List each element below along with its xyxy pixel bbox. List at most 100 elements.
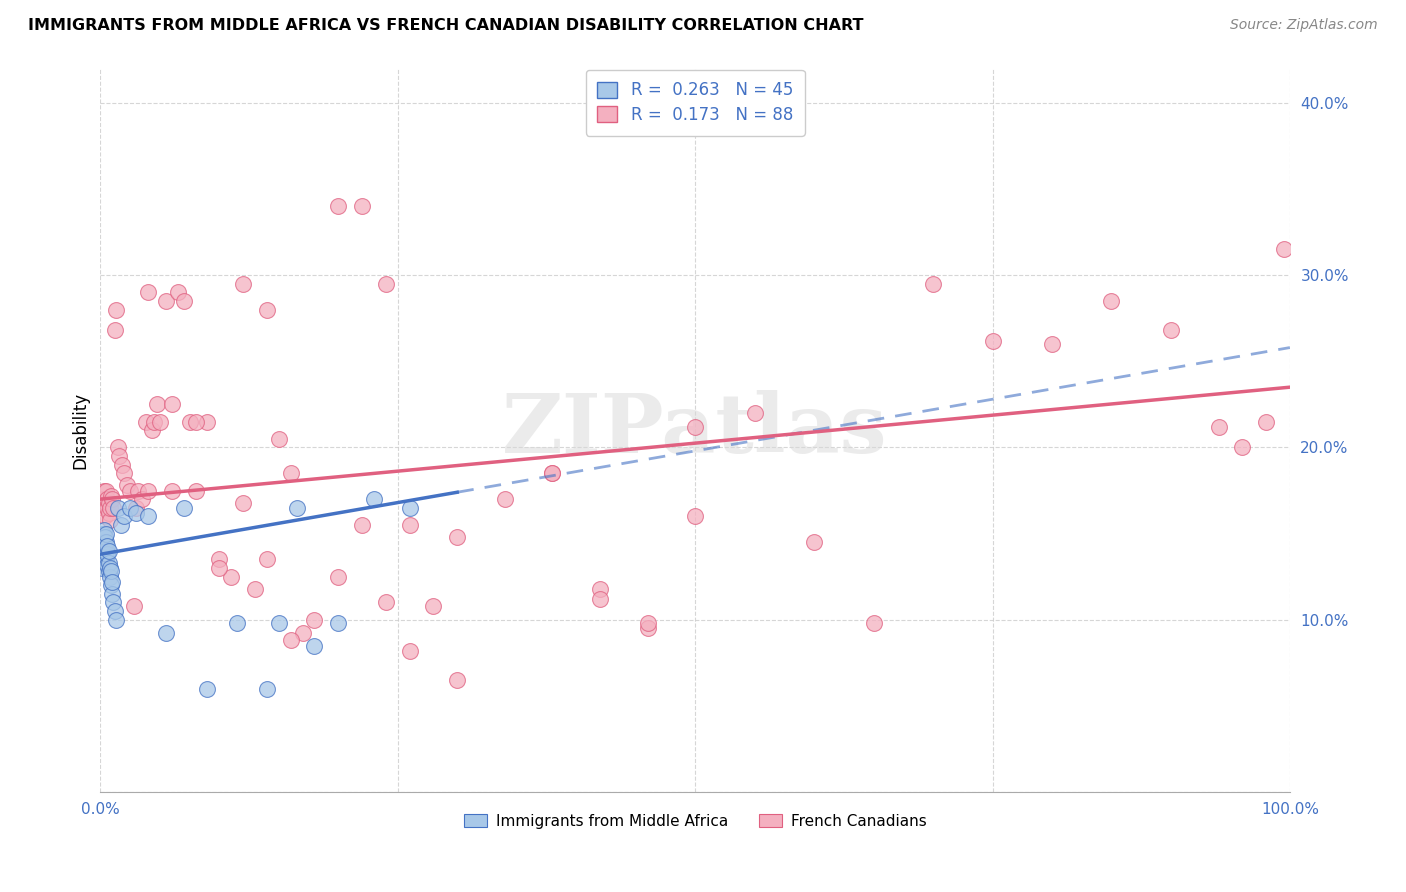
Point <box>90 561 112 575</box>
Point <box>141 423 163 437</box>
Point <box>100 578 122 592</box>
Point <box>98 500 121 515</box>
Point <box>96 535 118 549</box>
Point <box>136 285 159 300</box>
Point <box>98 569 121 583</box>
Point <box>96 483 118 498</box>
Point <box>256 302 278 317</box>
Point <box>93 500 115 515</box>
Point <box>131 492 153 507</box>
Point <box>173 294 195 309</box>
Point <box>107 441 129 455</box>
Point <box>267 616 290 631</box>
Point <box>93 483 115 498</box>
Point <box>637 621 659 635</box>
Point <box>541 467 564 481</box>
Point <box>100 565 122 579</box>
Point <box>197 681 219 696</box>
Point <box>446 530 468 544</box>
Point <box>115 478 138 492</box>
Point <box>100 489 122 503</box>
Point <box>922 277 945 291</box>
Point <box>374 595 396 609</box>
Point <box>352 199 374 213</box>
Point <box>91 492 114 507</box>
Point <box>96 495 118 509</box>
Point <box>208 552 231 566</box>
Point <box>108 449 131 463</box>
Point <box>981 334 1004 348</box>
Point <box>589 592 612 607</box>
Point <box>280 633 302 648</box>
Point <box>112 467 135 481</box>
Point <box>363 492 385 507</box>
Text: ZIPatlas: ZIPatlas <box>502 390 887 470</box>
Point <box>101 492 124 507</box>
Text: Source: ZipAtlas.com: Source: ZipAtlas.com <box>1230 18 1378 32</box>
Point <box>112 509 135 524</box>
Point <box>101 587 124 601</box>
Point <box>146 397 169 411</box>
Point <box>96 544 118 558</box>
Point <box>98 561 121 575</box>
Point <box>94 509 117 524</box>
Point <box>328 199 350 213</box>
Point <box>111 458 134 472</box>
Point <box>862 616 884 631</box>
Point <box>197 415 219 429</box>
Point <box>94 547 117 561</box>
Point <box>422 599 444 613</box>
Point <box>96 492 118 507</box>
Point <box>97 544 120 558</box>
Point <box>125 506 148 520</box>
Point <box>120 500 142 515</box>
Point <box>328 569 350 583</box>
Point <box>94 539 117 553</box>
Point <box>280 467 302 481</box>
Point <box>683 509 706 524</box>
Point <box>398 500 420 515</box>
Point <box>285 500 308 515</box>
Point <box>256 681 278 696</box>
Point <box>256 552 278 566</box>
Point <box>398 644 420 658</box>
Point <box>166 285 188 300</box>
Point <box>96 500 118 515</box>
Point <box>93 544 115 558</box>
Point <box>97 565 120 579</box>
Point <box>184 415 207 429</box>
Point <box>374 277 396 291</box>
Point <box>541 467 564 481</box>
Y-axis label: Disability: Disability <box>72 392 89 469</box>
Point <box>155 626 177 640</box>
Point <box>91 526 114 541</box>
Point <box>683 419 706 434</box>
Point <box>637 616 659 631</box>
Point <box>127 483 149 498</box>
Point <box>110 518 132 533</box>
Point <box>96 526 118 541</box>
Point <box>136 483 159 498</box>
Point <box>142 415 165 429</box>
Point <box>155 294 177 309</box>
Point <box>104 613 127 627</box>
Point <box>1160 323 1182 337</box>
Point <box>173 500 195 515</box>
Point <box>179 415 201 429</box>
Point <box>160 397 183 411</box>
Point <box>136 509 159 524</box>
Point <box>226 616 249 631</box>
Point <box>96 539 118 553</box>
Point <box>304 639 326 653</box>
Point <box>97 506 120 520</box>
Point <box>494 492 516 507</box>
Point <box>243 582 266 596</box>
Point <box>232 277 254 291</box>
Point <box>103 500 125 515</box>
Point <box>184 483 207 498</box>
Point <box>91 535 114 549</box>
Point <box>96 558 118 572</box>
Point <box>97 495 120 509</box>
Point <box>398 518 420 533</box>
Point <box>96 547 118 561</box>
